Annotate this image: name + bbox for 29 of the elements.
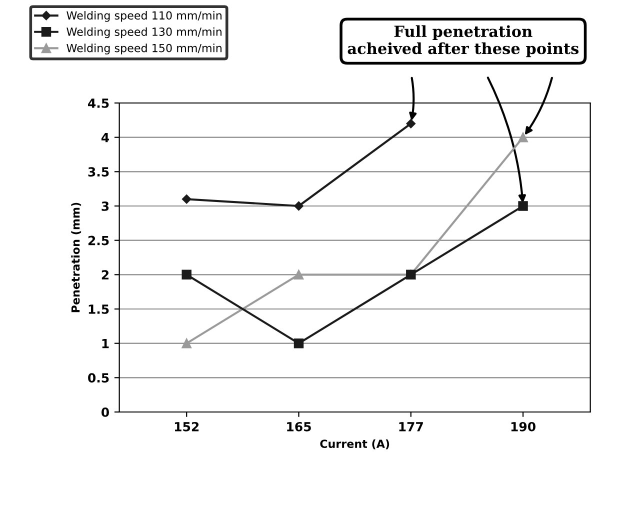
y-tick-label: 2 (102, 270, 109, 280)
x-tick-label: 190 (511, 422, 536, 432)
x-tick-label: 165 (287, 422, 311, 432)
y-axis-title: Penetration (mm) (71, 202, 82, 312)
point (294, 270, 304, 280)
y-tick-label: 0 (102, 407, 109, 417)
x-axis-title: Current (A) (320, 439, 390, 450)
y-tick-label: 1.5 (88, 304, 109, 314)
point (294, 201, 304, 211)
x-tick-label: 177 (399, 422, 423, 432)
point (518, 201, 528, 211)
y-tick-label: 2.5 (88, 236, 109, 246)
point (518, 132, 528, 142)
y-tick-label: 3.5 (88, 167, 109, 177)
point (182, 194, 192, 204)
y-tick-label: 4.5 (88, 98, 109, 108)
y-tick-label: 0.5 (88, 373, 109, 383)
y-tick-label: 3 (102, 201, 109, 211)
point (294, 338, 304, 348)
point (182, 270, 192, 280)
y-tick-label: 1 (102, 338, 109, 348)
y-tick-label: 4 (101, 132, 110, 142)
legend-label: Welding speed 110 mm/min (66, 11, 222, 22)
point (182, 338, 192, 348)
point (406, 118, 416, 128)
text: Full penetration acheived after these points (348, 25, 579, 58)
legend-label: Welding speed 150 mm/min (66, 44, 222, 54)
legend-label: Welding speed 130 mm/min (66, 27, 222, 38)
x-tick-label: 152 (174, 422, 199, 432)
